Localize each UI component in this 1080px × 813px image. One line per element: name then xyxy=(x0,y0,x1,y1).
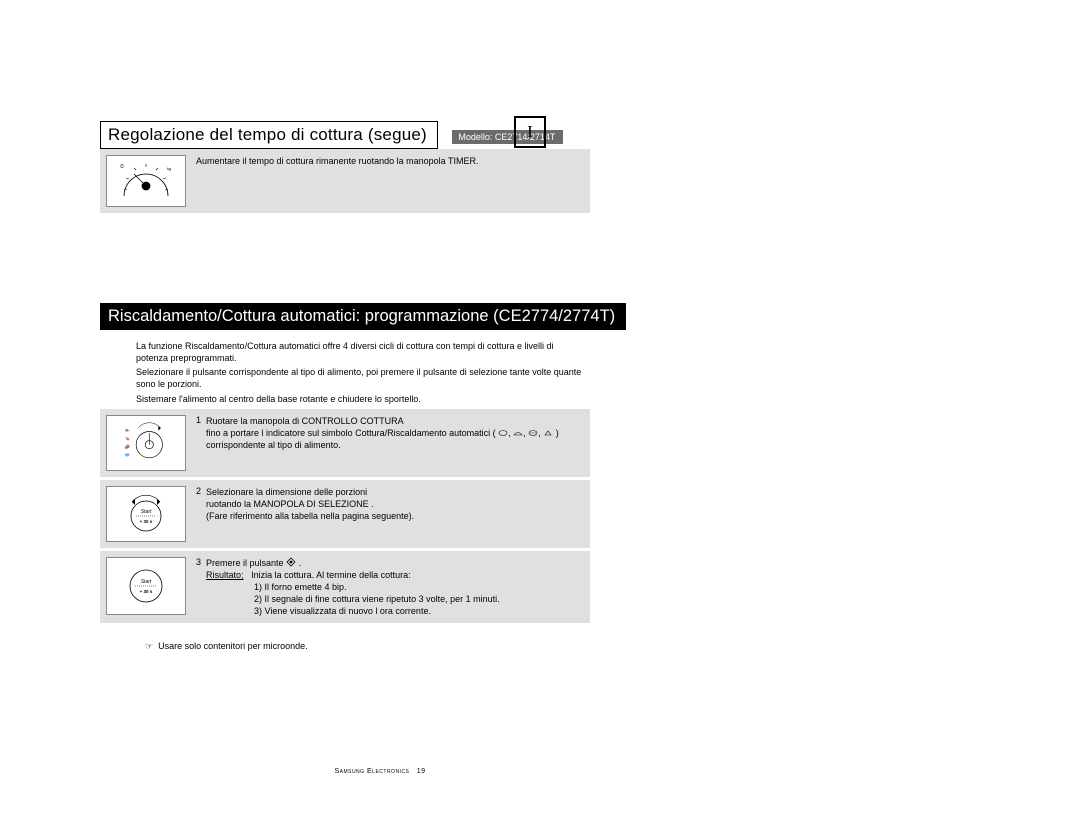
language-indicator: I xyxy=(514,116,546,148)
result-item-2: 2) Il segnale di fine cottura viene ripe… xyxy=(254,593,500,605)
step-2-text-c: (Fare riferimento alla tabella nella pag… xyxy=(206,511,414,521)
cooking-control-dial-illustration: 🐟 🍗 🥔 🥣 xyxy=(106,415,186,471)
intro-line3: Sistemare l'alimento al centro della bas… xyxy=(136,393,586,405)
model-tab: Modello: CE2714/2714T xyxy=(452,130,563,144)
section2-title-box: Riscaldamento/Cottura automatici: progra… xyxy=(100,303,626,330)
section2-intro: La funzione Riscaldamento/Cottura automa… xyxy=(136,340,586,405)
intro-line2: Selezionare il pulsante corrispondente a… xyxy=(136,366,586,390)
svg-text:🐟: 🐟 xyxy=(125,427,130,432)
plus30-label-2: + 30 s xyxy=(140,589,153,594)
plus30-label: + 30 s xyxy=(140,519,153,524)
note-text: Usare solo contenitori per microonde. xyxy=(158,641,308,651)
step-2-number: 2 xyxy=(196,486,201,496)
section1-row-text: Aumentare il tempo di cottura rimanente … xyxy=(196,155,582,167)
food-icon-3 xyxy=(528,428,538,438)
step-2-text-b: ruotando la MANOPOLA DI SELEZIONE . xyxy=(206,499,374,509)
start-button-illustration: Start + 30 s xyxy=(106,557,186,615)
step-row-1: 🐟 🍗 🥔 🥣 1 Ruotare la manopola di CONTROL… xyxy=(100,409,590,477)
step-1-text-a: Ruotare la manopola di CONTROLLO COTTURA xyxy=(206,416,404,426)
svg-text:kg: kg xyxy=(167,166,171,171)
selection-dial-illustration: Start + 30 s xyxy=(106,486,186,542)
footer-page-number: 19 xyxy=(417,768,426,775)
result-item-1: 1) Il forno emette 4 bip. xyxy=(254,581,347,593)
result-intro: Inizia la cottura. Al termine della cott… xyxy=(251,570,411,580)
start-label-2: Start xyxy=(141,579,152,585)
food-icon-1 xyxy=(498,428,508,438)
step-3-number: 3 xyxy=(196,557,201,567)
food-icon-2 xyxy=(513,428,523,438)
start-diamond-icon xyxy=(286,557,296,567)
step-2-text-a: Selezionare la dimensione delle porzioni xyxy=(206,487,367,497)
step-1-text: Ruotare la manopola di CONTROLLO COTTURA… xyxy=(206,415,582,451)
section1-title-box: Regolazione del tempo di cottura (segue) xyxy=(100,121,438,149)
footer-brand: Samsung Electronics xyxy=(334,768,409,775)
svg-text:🥔: 🥔 xyxy=(125,444,130,449)
food-icon-4 xyxy=(543,428,553,438)
svg-text:⏱: ⏱ xyxy=(120,164,124,170)
container-note: ☞ Usare solo contenitori per microonde. xyxy=(145,641,660,652)
timer-dial-illustration: ⏱ kg xyxy=(106,155,186,207)
section1-row: ⏱ kg Aumentare il tempo di cottura riman… xyxy=(100,149,590,213)
intro-line1: La funzione Riscaldamento/Cottura automa… xyxy=(136,340,586,364)
step-3-text: Premere il pulsante . Risultato; Inizia … xyxy=(206,557,582,618)
svg-text:🍗: 🍗 xyxy=(125,435,130,440)
step-row-2: Start + 30 s 2 Selezionare la dimensione… xyxy=(100,480,590,548)
result-item-3: 3) Viene visualizzata di nuovo l ora cor… xyxy=(254,605,431,617)
step-1-number: 1 xyxy=(196,415,201,425)
start-label: Start xyxy=(141,509,152,515)
step-3-text-a: Premere il pulsante xyxy=(206,558,286,568)
svg-text:🥣: 🥣 xyxy=(125,452,130,457)
result-label: Risultato; xyxy=(206,570,244,580)
step-2-text: Selezionare la dimensione delle porzioni… xyxy=(206,486,582,522)
section1-title: Regolazione del tempo di cottura (segue) xyxy=(108,125,427,144)
section2-title: Riscaldamento/Cottura automatici: progra… xyxy=(108,307,615,325)
page-footer: Samsung Electronics 19 xyxy=(100,768,660,775)
step-row-3: Start + 30 s 3 Premere il pulsante . Ris… xyxy=(100,551,590,624)
step-1-text-b: fino a portare l indicatore sul simbolo … xyxy=(206,428,496,438)
